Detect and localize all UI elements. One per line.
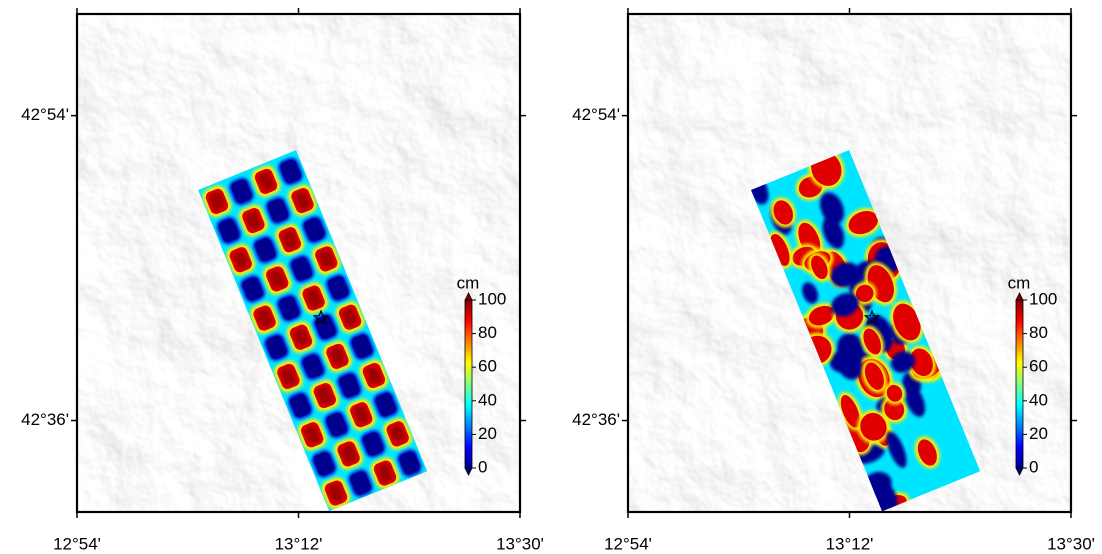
x-tick-label: 13°30' [1047,534,1095,553]
x-tick-label: 13°12' [826,534,874,553]
colorbar-tick-label: 40 [478,390,497,409]
page: 12°54' 13°12' 13°30' 42°54' 42°36' cm 0 20 40 60 8… [0,0,1102,554]
map-figure: 12°54' 13°12' 13°30' 42°54' 42°36' cm 0 20 40 60 8… [0,0,1102,554]
x-tick-label: 12°54' [604,534,652,553]
colorbar-label: cm [1008,273,1031,292]
colorbar-tick-label: 20 [1029,424,1048,443]
map-panel: 12°54' 13°12' 13°30' 42°54' 42°36' cm 0 20 40 60 8… [21,8,544,553]
x-tick-label: 13°12' [275,534,323,553]
colorbar [465,300,472,468]
colorbar-tick-label: 100 [1029,289,1057,308]
colorbar-tick-label: 80 [478,323,497,342]
x-tick-label: 12°54' [53,534,101,553]
y-tick-label: 42°54' [572,105,620,124]
colorbar-tick-label: 40 [1029,390,1048,409]
colorbar [1016,300,1023,468]
colorbar-label: cm [457,273,480,292]
y-tick-label: 42°36' [21,410,69,429]
colorbar-tick-label: 80 [1029,323,1048,342]
map-panel: 12°54' 13°12' 13°30' 42°54' 42°36' cm 0 20 40 60 8… [572,8,1095,553]
colorbar-tick-label: 100 [478,289,506,308]
colorbar-tick-label: 0 [1029,457,1038,476]
colorbar-tick-label: 0 [478,457,487,476]
x-tick-label: 13°30' [496,534,544,553]
y-tick-label: 42°36' [572,410,620,429]
colorbar-tick-label: 60 [478,357,497,376]
y-tick-label: 42°54' [21,105,69,124]
colorbar-tick-label: 60 [1029,357,1048,376]
colorbar-tick-label: 20 [478,424,497,443]
